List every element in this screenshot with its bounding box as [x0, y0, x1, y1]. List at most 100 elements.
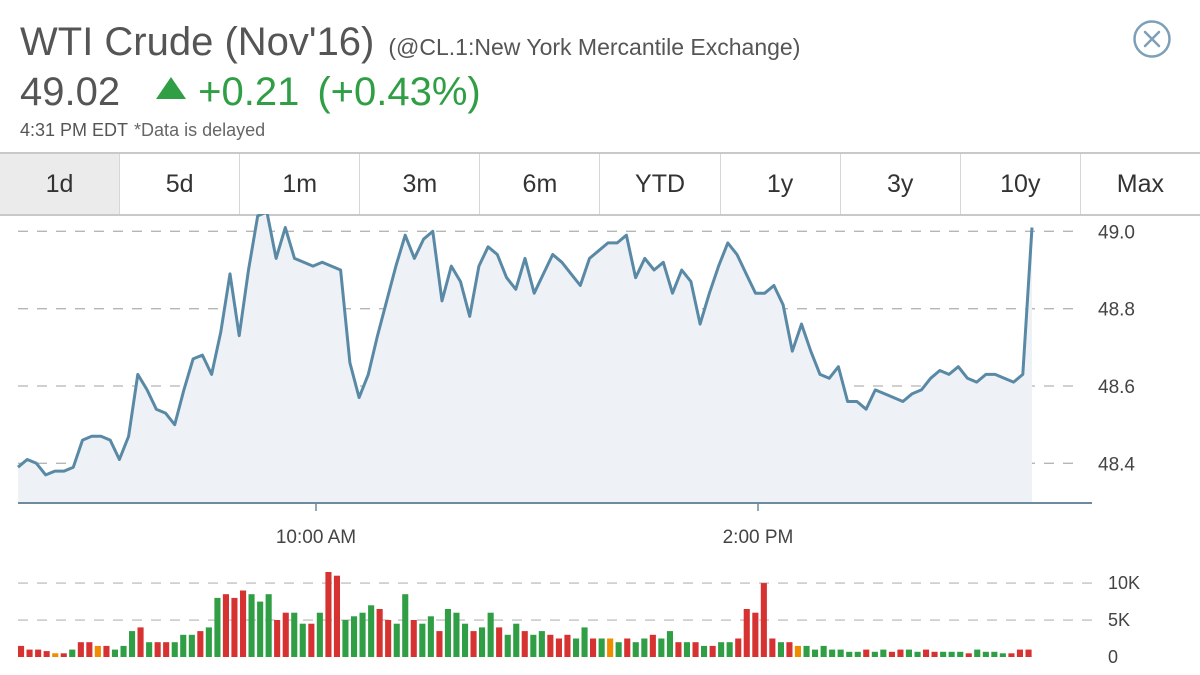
price-chart: 49.0 48.8 48.6 48.4 10:00 AM 2:00 PM: [17, 214, 1135, 548]
volume-bar: [376, 609, 383, 657]
volume-bar: [86, 642, 93, 657]
volume-bar: [752, 612, 759, 657]
volume-bar: [1016, 649, 1023, 657]
tab-6m[interactable]: 6m: [480, 154, 601, 214]
volume-bar: [615, 642, 622, 657]
volume-bar: [769, 638, 776, 657]
volume-bar: [342, 620, 349, 657]
volume-bar: [77, 642, 84, 657]
volume-bar: [120, 645, 127, 657]
volume-bar: [957, 651, 964, 657]
volume-bar: [513, 623, 520, 657]
timestamp-row: 4:31 PM EDT *Data is delayed: [20, 120, 265, 141]
delayed-note: *Data is delayed: [134, 120, 266, 140]
tab-5d[interactable]: 5d: [120, 154, 241, 214]
tab-10y[interactable]: 10y: [961, 154, 1081, 214]
timestamp: 4:31 PM EDT: [20, 120, 129, 140]
volume-bar: [573, 638, 580, 657]
volume-bar: [257, 601, 264, 657]
volume-bar: [624, 638, 631, 657]
volume-bar: [444, 609, 451, 657]
volume-bar: [948, 651, 955, 657]
volume-bar: [1008, 653, 1015, 657]
tab-1d[interactable]: 1d: [0, 154, 121, 214]
volume-bar: [470, 631, 477, 657]
volume-bar: [692, 642, 699, 657]
volume-bar: [521, 631, 528, 657]
y-tick-label: 10K: [1108, 573, 1140, 593]
volume-bar: [649, 634, 656, 657]
exchange-label: (@CL.1:New York Mercantile Exchange): [388, 34, 801, 60]
volume-bar: [777, 642, 784, 657]
volume-bar: [598, 638, 605, 657]
volume-bar: [820, 645, 827, 657]
volume-bar: [496, 627, 503, 657]
tab-max[interactable]: Max: [1116, 169, 1164, 198]
volume-bar: [880, 649, 887, 657]
volume-bar: [188, 634, 195, 657]
volume-bar: [479, 627, 486, 657]
instrument-title: WTI Crude (Nov'16): [20, 20, 375, 64]
volume-bar: [205, 627, 212, 657]
volume-bar: [590, 638, 597, 657]
volume-bar: [351, 616, 358, 657]
volume-bar: [436, 631, 443, 657]
price-change-percent: (+0.43%): [317, 70, 481, 114]
volume-bar: [974, 649, 981, 657]
volume-bar: [658, 638, 665, 657]
volume-bar: [462, 623, 469, 657]
volume-bar: [905, 649, 912, 657]
volume-bar: [914, 651, 921, 657]
volume-bar: [760, 583, 767, 657]
volume-bar: [888, 651, 895, 657]
volume-bar: [274, 620, 281, 657]
volume-bar: [43, 651, 50, 657]
volume-bar: [402, 594, 409, 657]
volume-bar: [999, 653, 1006, 657]
volume-bar: [94, 645, 101, 657]
volume-bar: [701, 645, 708, 657]
volume-bar: [265, 594, 272, 657]
volume-bar: [26, 649, 33, 657]
volume-bar: [547, 634, 554, 657]
volume-bar: [69, 649, 76, 657]
volume-bar: [308, 623, 315, 657]
volume-bar: [410, 620, 417, 657]
tab-ytd[interactable]: YTD: [600, 154, 721, 214]
volume-bar: [607, 638, 614, 657]
volume-bar: [743, 609, 750, 657]
tab-1m[interactable]: 1m: [240, 154, 361, 214]
volume-bar: [666, 631, 673, 657]
y-tick-label: 48.8: [1098, 300, 1135, 321]
volume-bar: [291, 612, 298, 657]
close-icon[interactable]: [1132, 19, 1172, 59]
x-tick-label: 10:00 AM: [276, 527, 356, 548]
volume-bar: [735, 638, 742, 657]
tab-3m[interactable]: 3m: [360, 154, 481, 214]
y-tick-label: 48.6: [1098, 377, 1135, 398]
volume-bar: [632, 642, 639, 657]
volume-bar: [299, 623, 306, 657]
volume-bar: [863, 649, 870, 657]
volume-bar: [282, 612, 289, 657]
volume-bar: [419, 623, 426, 657]
volume-bar: [240, 590, 247, 657]
volume-bar: [316, 612, 323, 657]
volume-bar: [1025, 649, 1032, 657]
volume-bar: [487, 612, 494, 657]
volume-bar: [564, 634, 571, 657]
tab-1y[interactable]: 1y: [721, 154, 841, 214]
volume-bar: [846, 651, 853, 657]
volume-bar: [52, 653, 59, 657]
volume-bar: [982, 651, 989, 657]
volume-bar: [897, 649, 904, 657]
price-row: 49.02 +0.21 (+0.43%): [20, 70, 481, 115]
volume-bar: [129, 631, 136, 657]
range-tabs: 1d 5d 1m 3m 6m YTD 1y 3y 10y Max: [0, 152, 1200, 216]
tab-3y[interactable]: 3y: [841, 154, 961, 214]
x-tick-label: 2:00 PM: [723, 527, 794, 548]
volume-bar: [871, 651, 878, 657]
volume-bar: [393, 623, 400, 657]
volume-bar: [837, 649, 844, 657]
volume-bar: [214, 597, 221, 657]
